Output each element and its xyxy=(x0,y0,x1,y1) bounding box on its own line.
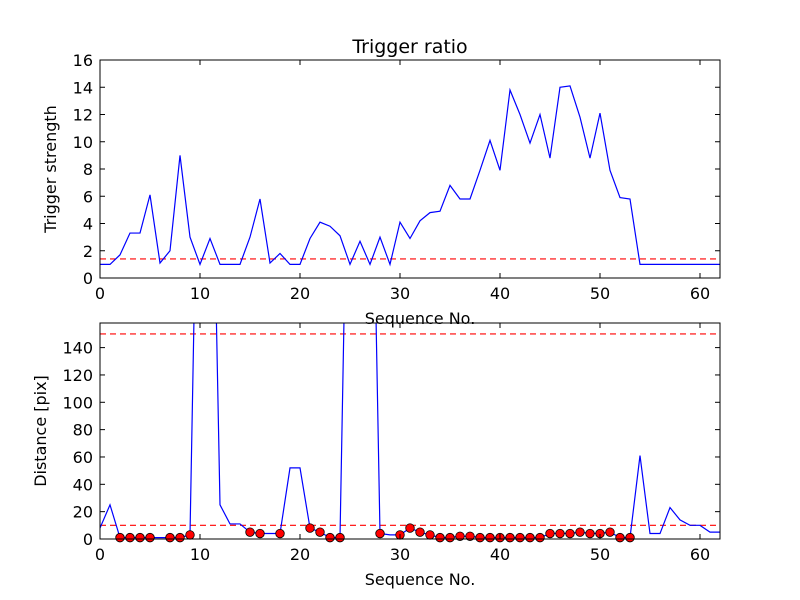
top-y-tick-label: 12 xyxy=(73,106,93,125)
bottom-data-point xyxy=(335,532,345,543)
bottom-data-point xyxy=(185,530,195,540)
bottom-x-tick-label: 60 xyxy=(690,545,710,564)
bottom-data-point xyxy=(465,531,475,541)
bottom-y-tick-label: 100 xyxy=(62,393,93,412)
top-x-tick-label: 10 xyxy=(190,284,210,303)
bottom-x-tick-label: 0 xyxy=(95,545,105,564)
bottom-data-point xyxy=(505,532,515,543)
bottom-x-tick-label: 40 xyxy=(490,545,510,564)
bottom-chart: 0 10 20 30 40 50 60 0 20 40 60 80 100 120 140 Sequence … xyxy=(31,322,721,589)
top-y-tick-label: 6 xyxy=(83,187,93,206)
bottom-data-point xyxy=(445,532,455,543)
top-series-line-0 xyxy=(100,85,720,267)
bottom-data-point xyxy=(135,532,145,543)
bottom-data-point xyxy=(515,532,525,543)
bottom-data-point xyxy=(525,532,535,543)
top-chart-title: Trigger ratio xyxy=(351,36,467,58)
bottom-x-axis-label: Sequence No. xyxy=(365,570,476,589)
top-x-tick-label: 30 xyxy=(390,284,410,303)
bottom-data-point xyxy=(375,528,385,539)
bottom-data-point xyxy=(475,532,485,543)
bottom-data-point xyxy=(575,527,585,537)
bottom-data-point xyxy=(305,523,315,533)
top-y-tick-label: 0 xyxy=(83,269,93,288)
bottom-data-point xyxy=(115,532,125,543)
bottom-data-point xyxy=(405,523,415,533)
bottom-y-tick-label: 20 xyxy=(73,503,93,522)
bottom-y-tick-label: 0 xyxy=(83,530,93,549)
bottom-y-tick-label: 120 xyxy=(62,366,93,385)
bottom-data-point xyxy=(415,527,425,537)
bottom-data-point xyxy=(145,532,155,543)
bottom-data-point xyxy=(275,528,285,539)
bottom-data-point xyxy=(585,528,595,539)
top-x-tick-label: 60 xyxy=(690,284,710,303)
bottom-data-point xyxy=(455,531,465,541)
bottom-axes-frame xyxy=(99,322,721,540)
top-x-axis-label: Sequence No. xyxy=(365,309,476,328)
bottom-y-tick-label: 80 xyxy=(73,421,93,440)
top-x-tick-label: 20 xyxy=(290,284,310,303)
bottom-data-point xyxy=(565,528,575,539)
bottom-data-point xyxy=(175,532,185,543)
bottom-data-point xyxy=(535,532,545,543)
bottom-x-tick-label: 10 xyxy=(190,545,210,564)
top-y-axis-label: Trigger strength xyxy=(41,105,60,234)
bottom-data-point xyxy=(555,528,565,539)
bottom-y-tick-label: 140 xyxy=(62,339,93,358)
top-x-tick-label: 0 xyxy=(95,284,105,303)
bottom-data-point xyxy=(625,532,635,543)
bottom-y-tick-label: 40 xyxy=(73,475,93,494)
top-y-tick-label: 4 xyxy=(83,215,93,234)
bottom-y-axis-label: Distance [pix] xyxy=(31,375,50,487)
bottom-data-point xyxy=(255,528,265,539)
bottom-data-point xyxy=(245,527,255,537)
bottom-data-point xyxy=(615,532,625,543)
top-chart: 0 10 20 30 40 50 60 0 2 4 6 8 10 12 14 16 Sequence No. Tr… xyxy=(41,51,721,328)
bottom-x-tick-label: 50 xyxy=(590,545,610,564)
bottom-data-point xyxy=(125,532,135,543)
bottom-data-point xyxy=(165,532,175,543)
top-y-tick-label: 16 xyxy=(73,51,93,70)
bottom-data-point xyxy=(425,530,435,540)
top-y-tick-label: 2 xyxy=(83,242,93,261)
top-x-tick-label: 50 xyxy=(590,284,610,303)
top-y-tick-label: 14 xyxy=(73,78,93,97)
bottom-data-point xyxy=(325,532,335,543)
bottom-x-tick-label: 20 xyxy=(290,545,310,564)
bottom-data-point xyxy=(315,527,325,537)
bottom-data-point xyxy=(605,527,615,537)
top-x-tick-label: 40 xyxy=(490,284,510,303)
top-y-tick-label: 8 xyxy=(83,160,93,179)
bottom-x-tick-label: 30 xyxy=(390,545,410,564)
bottom-data-point xyxy=(435,532,445,543)
bottom-data-point xyxy=(485,532,495,543)
bottom-y-tick-label: 60 xyxy=(73,448,93,467)
top-y-tick-label: 10 xyxy=(73,133,93,152)
bottom-data-point xyxy=(545,528,555,539)
